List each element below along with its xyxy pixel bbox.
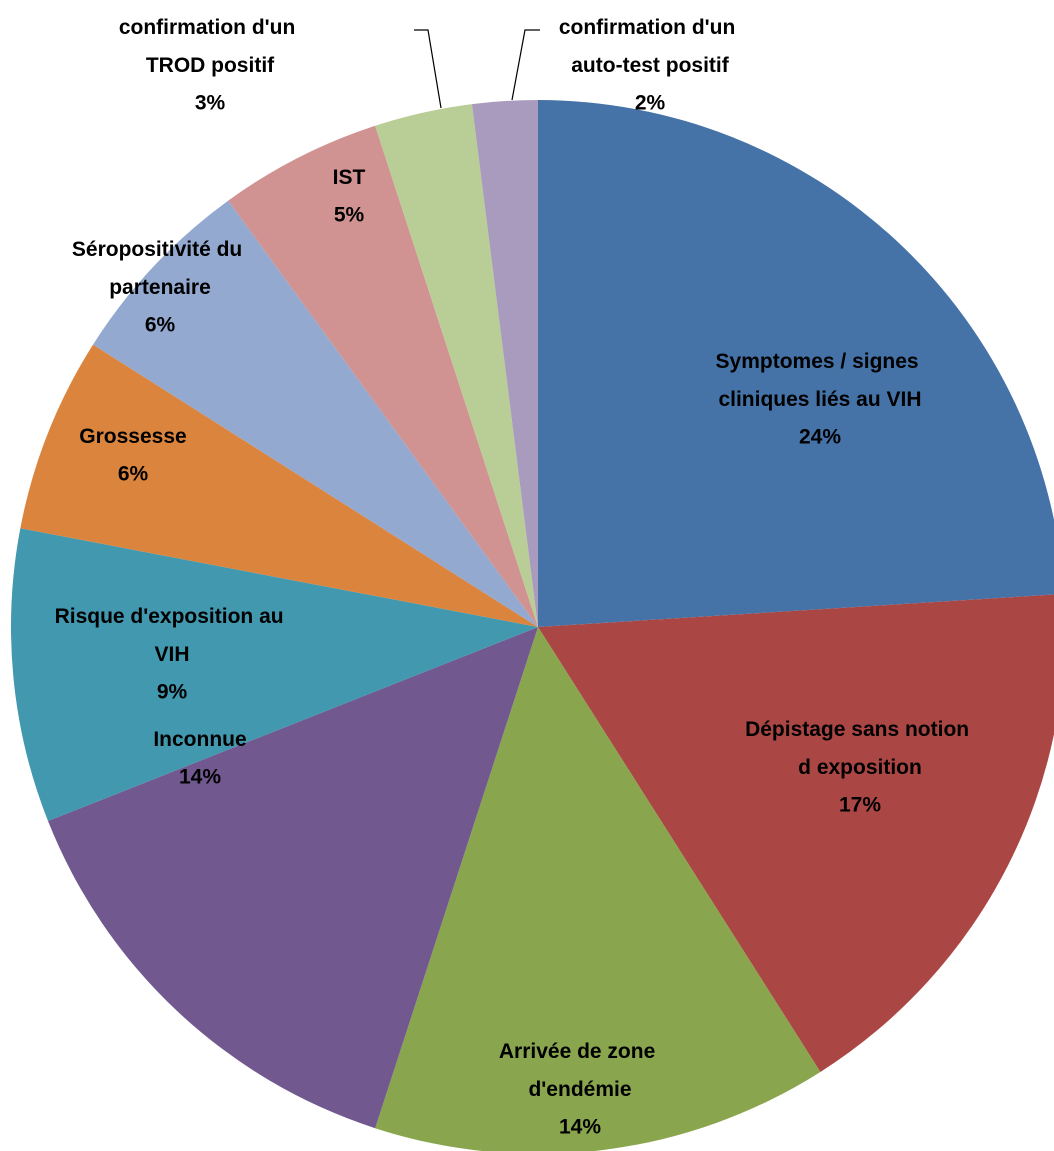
slice-value-label: 14% <box>179 766 221 789</box>
slice-value-label: 6% <box>118 463 149 486</box>
pie-slice <box>375 627 821 1151</box>
leader-line <box>414 29 442 109</box>
slice-label: Grossesse <box>79 425 186 448</box>
pie-slice <box>538 594 1054 1072</box>
slice-label: Inconnue <box>153 728 246 751</box>
pie-slice <box>471 100 538 627</box>
slice-value-label: 3% <box>195 92 226 115</box>
slice-label: confirmation d'un TROD positif <box>119 16 301 77</box>
pie-slice <box>48 627 539 1129</box>
pie-slice <box>10 528 538 822</box>
slice-label: Arrivée de zone d'endémie <box>499 1040 661 1101</box>
slice-label: IST <box>333 166 366 189</box>
slice-label: Symptomes / signes cliniques liés au VIH <box>716 350 925 411</box>
leader-line <box>511 29 540 101</box>
slice-label: Risque d'exposition au VIH <box>55 605 290 666</box>
pie-slice <box>538 100 1054 627</box>
pie-slice <box>375 104 538 627</box>
slice-value-label: 17% <box>839 794 881 817</box>
slice-value-label: 6% <box>145 314 176 337</box>
slice-label: confirmation d'un auto-test positif <box>559 16 741 77</box>
labels: Symptomes / signes cliniques liés au VIH… <box>55 16 975 1139</box>
slice-value-label: 14% <box>559 1116 601 1139</box>
slice-label: Dépistage sans notion d exposition <box>745 718 975 779</box>
slice-value-label: 24% <box>799 426 841 449</box>
slice-value-label: 2% <box>635 92 666 115</box>
slice-value-label: 5% <box>334 204 365 227</box>
slice-value-label: 9% <box>157 681 188 704</box>
pie-slice <box>20 344 539 627</box>
slice-label: Séropositivité du partenaire <box>72 238 248 299</box>
pie-slice <box>93 200 538 627</box>
pie <box>10 100 1054 1151</box>
pie-slice <box>228 125 538 627</box>
